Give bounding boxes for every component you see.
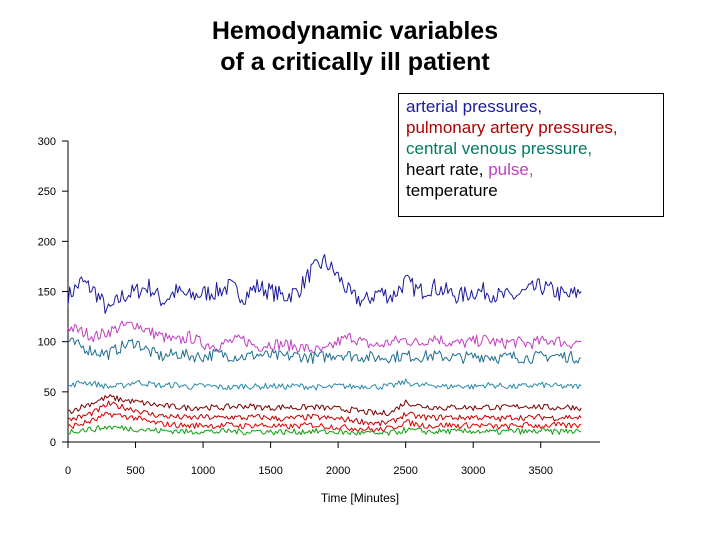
y-tick-label: 150 [38, 287, 56, 299]
series-line-5 [67, 394, 582, 417]
legend-central-venous: central venous pressure, [406, 139, 593, 158]
legend-line4: heart rate, pulse, [406, 159, 663, 180]
chart-title-line1: Hemodynamic variables [211, 17, 499, 45]
x-tick-label: 2500 [393, 465, 417, 477]
chart-legend: arterial pressures, pulmonary artery pre… [398, 93, 664, 217]
series-line-7 [67, 411, 582, 433]
legend-arterial: arterial pressures, [406, 97, 543, 116]
chart-title-line2: of a critically ill patient [220, 48, 490, 76]
y-tick-label: 50 [44, 387, 56, 399]
series-line-2 [67, 320, 582, 354]
series-line-3 [67, 337, 582, 364]
x-tick-label: 1500 [258, 465, 282, 477]
legend-pulse: pulse, [488, 160, 534, 179]
series-line-4 [67, 378, 582, 391]
x-axis-label: Time [Minutes] [320, 491, 400, 505]
x-tick-label: 1000 [191, 465, 215, 477]
y-tick-label: 0 [50, 437, 56, 449]
x-tick-label: 3500 [528, 465, 552, 477]
x-tick-label: 500 [126, 465, 144, 477]
legend-pulmonary: pulmonary artery pressures, [406, 118, 618, 137]
legend-temperature: temperature [406, 181, 498, 200]
y-tick-label: 300 [38, 136, 56, 148]
y-tick-label: 200 [38, 236, 56, 248]
series-line-8 [67, 425, 582, 436]
legend-heart-rate: heart rate, [406, 160, 489, 179]
series-line-1 [67, 254, 582, 314]
x-tick-label: 2000 [326, 465, 350, 477]
y-tick-label: 100 [38, 337, 56, 349]
x-tick-label: 3000 [461, 465, 485, 477]
y-tick-label: 250 [38, 186, 56, 198]
x-tick-label: 0 [65, 465, 71, 477]
chart-title: Hemodynamic variables of a critically il… [140, 16, 570, 78]
series-line-6 [67, 400, 582, 427]
